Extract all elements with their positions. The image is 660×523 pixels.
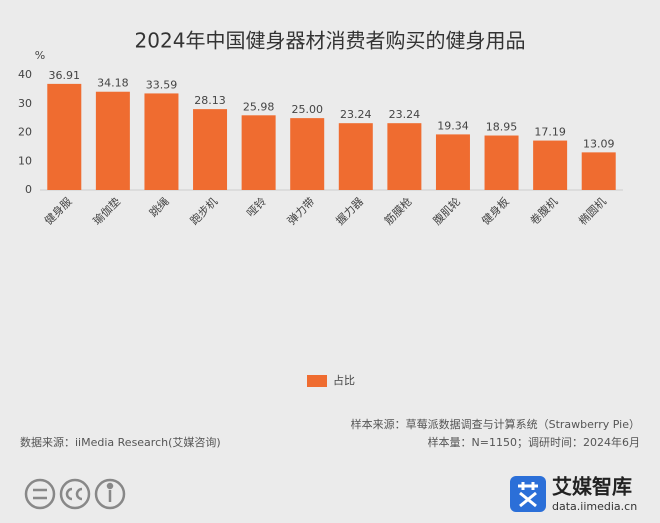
bar: [144, 93, 179, 190]
bar: [193, 109, 228, 190]
logo-mark: [510, 476, 546, 512]
value-label: 28.13: [194, 94, 226, 107]
bar: [47, 83, 82, 190]
y-tick-label: 0: [25, 183, 32, 196]
bar: [95, 91, 130, 190]
chart-title: 2024年中国健身器材消费者购买的健身用品: [135, 29, 526, 53]
y-tick-label: 30: [18, 97, 32, 110]
bar: [533, 140, 568, 190]
logo-glyph: [518, 482, 538, 508]
value-label: 25.00: [291, 103, 323, 116]
value-label: 17.19: [534, 126, 566, 139]
value-label: 34.18: [97, 77, 129, 90]
bar: [484, 135, 519, 190]
bar: [581, 152, 616, 190]
legend-swatch: [307, 375, 327, 387]
y-tick-label: 10: [18, 154, 32, 167]
value-label: 13.09: [583, 137, 615, 150]
data-source: 数据来源：iiMedia Research(艾媒咨询): [20, 435, 221, 449]
sample-source: 样本来源：草莓派数据调查与计算系统（Strawberry Pie）: [351, 417, 640, 431]
bar: [387, 123, 422, 190]
value-label: 19.34: [437, 119, 469, 132]
bar: [338, 123, 373, 190]
value-label: 33.59: [146, 78, 178, 91]
bar: [435, 134, 470, 190]
license-icons: [24, 478, 126, 510]
value-label: 36.91: [49, 69, 81, 82]
sample-size: 样本量：N=1150；调研时间：2024年6月: [428, 435, 640, 449]
brand-name: 艾媒智库: [552, 475, 632, 499]
y-axis-unit: %: [35, 49, 45, 62]
y-tick-label: 20: [18, 126, 32, 139]
y-tick-label: 40: [18, 68, 32, 81]
value-label: 18.95: [486, 121, 518, 134]
bar: [241, 115, 276, 190]
legend-label: 占比: [333, 373, 355, 387]
value-label: 23.24: [340, 108, 372, 121]
value-label: 23.24: [389, 108, 421, 121]
brand-url: data.iimedia.cn: [552, 500, 637, 513]
bar: [290, 118, 325, 190]
value-label: 25.98: [243, 100, 275, 113]
